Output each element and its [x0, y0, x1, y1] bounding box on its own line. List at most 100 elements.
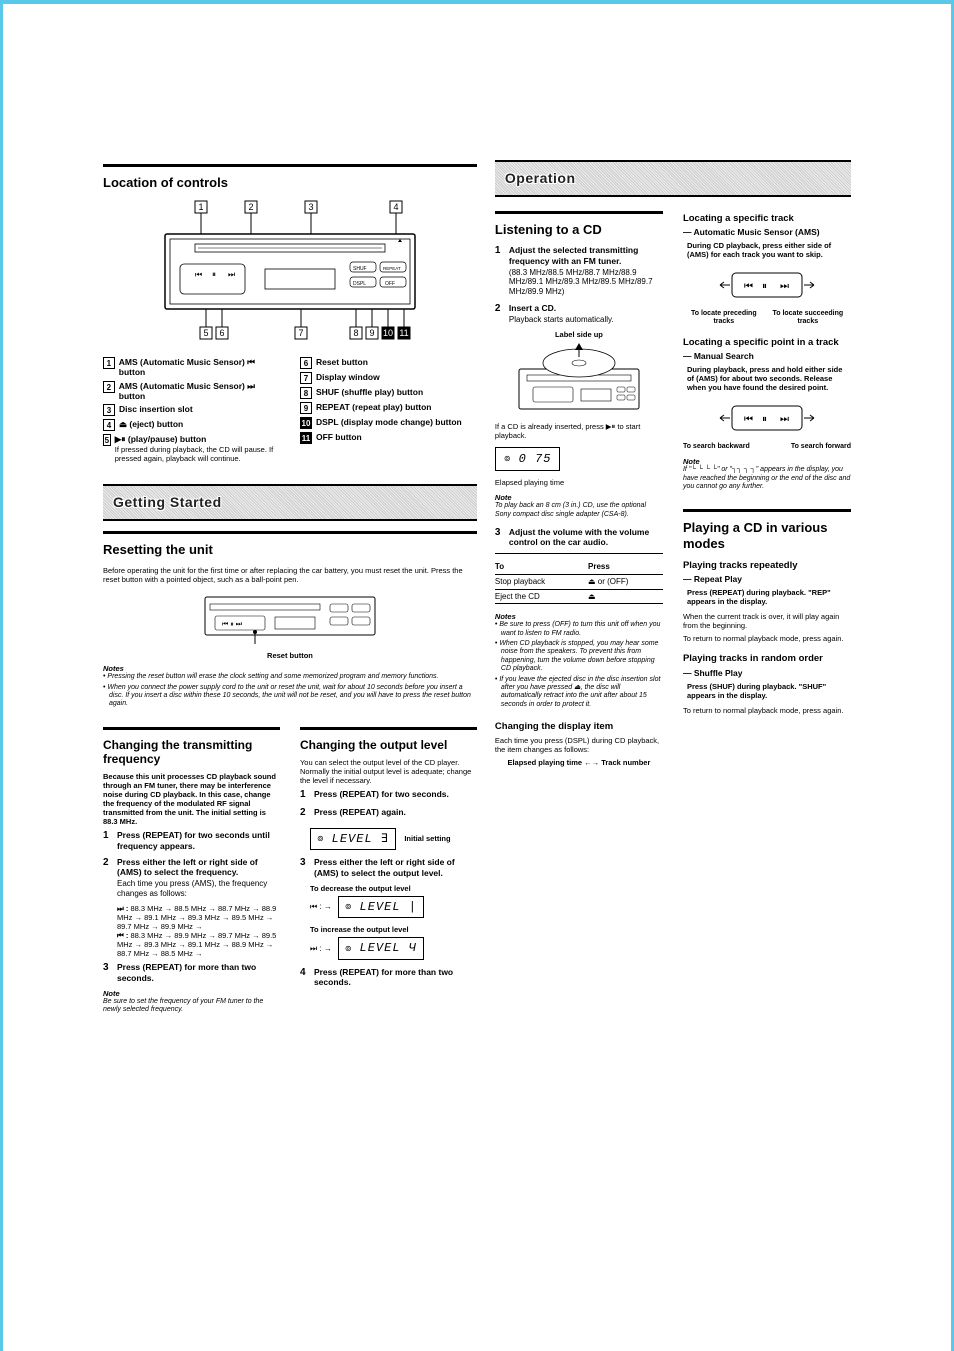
right-two-col: Listening to a CD 1Adjust the selected t… [495, 207, 851, 767]
svg-text:⏸: ⏸ [212, 270, 216, 279]
operation-band: Operation [495, 160, 851, 197]
reset-diagram: ⏮ ⏸ ⏭ Reset button [103, 592, 477, 661]
listen-step-3: Adjust the volume with the volume contro… [509, 527, 663, 547]
search-cap-left: To search backward [683, 443, 750, 451]
display-item-heading: Changing the display item [495, 721, 663, 732]
disc-icon: ⊚ [345, 944, 352, 954]
page-container: Location of controls 1 2 3 4 [0, 0, 954, 1351]
next-icon: ⏭ : → [310, 944, 332, 954]
disc-icon: ⊚ [345, 902, 352, 912]
level-hi: LEVEL ∃ [332, 832, 389, 846]
elapsed-caption: Elapsed playing time [495, 478, 663, 487]
prev-icon: ⏮ : → [310, 902, 332, 912]
reset-note-1: When you connect the power supply cord t… [109, 684, 477, 709]
ctrl-4: ⏏ (eject) button [119, 419, 183, 429]
ctrl-11: OFF button [316, 432, 362, 442]
listen-note-label: Note [495, 493, 663, 502]
ctrl-8: SHUF (shuffle play) button [316, 387, 423, 397]
ctrl-10: DSPL (display mode change) button [316, 417, 462, 427]
point-note-label: Note [683, 457, 851, 466]
svg-text:⏮: ⏮ [744, 281, 753, 292]
display-item-body: Each time you press (DSPL) during CD pla… [495, 736, 663, 754]
inc-label: To increase the output level [310, 925, 477, 934]
tbl-r0c1: ⏏ or (OFF) [588, 575, 663, 590]
svg-text:DSPL: DSPL [353, 281, 366, 287]
freq-note-label: Note [103, 989, 280, 998]
repeat-heading: Playing tracks repeatedly [683, 560, 851, 571]
tbl-col-to: To [495, 560, 588, 574]
svg-text:⏭: ⏭ [780, 414, 789, 425]
locating-cap-right: To locate succeeding tracks [765, 310, 851, 327]
reset-note-0: Pressing the reset button will erase the… [109, 673, 477, 681]
freq-step-3: Press (REPEAT) for more than two seconds… [117, 962, 280, 982]
disc-icon: ⊚ [317, 834, 324, 844]
lcd-elapsed: 0 75 [519, 452, 552, 466]
bottom-two-col: Changing the transmitting frequency Beca… [103, 723, 477, 1015]
resetting-heading: Resetting the unit [103, 542, 477, 558]
level-initial-row: ⊚ LEVEL ∃ Initial setting [310, 825, 477, 853]
fwd-label: ⏭ : [117, 904, 128, 913]
svg-text:OFF: OFF [385, 281, 395, 287]
tbl-r1c0: Eject the CD [495, 589, 588, 604]
svg-text:⏸: ⏸ [762, 281, 767, 292]
listen-notes: Be sure to press (OFF) to turn this unit… [495, 621, 663, 709]
fwd-list: 88.3 MHz → 88.5 MHz → 88.7 MHz → 88.9 MH… [117, 904, 276, 931]
svg-text:1: 1 [198, 202, 203, 212]
ctrl-5: ▶⏸ (play/pause) button [115, 434, 207, 444]
modes-heading: Playing a CD in various modes [683, 520, 851, 551]
svg-text:5: 5 [203, 328, 208, 338]
dec-label: To decrease the output level [310, 884, 477, 893]
tbl-r0c0: Stop playback [495, 575, 588, 590]
ams-diagram: ⏮ ⏸ ⏭ To locate preceding tracks To loca… [683, 265, 851, 326]
ctrl-9: REPEAT (repeat play) button [316, 402, 432, 412]
right-block: Operation Listening to a CD 1Adjust the … [495, 160, 851, 1015]
cd-insert-diagram [495, 339, 663, 422]
svg-text:⏮: ⏮ [744, 414, 753, 425]
tbl-col-press: Press [588, 560, 663, 574]
level-step-4: Press (REPEAT) for more than two seconds… [314, 967, 477, 987]
svg-text:3: 3 [308, 202, 313, 212]
svg-text:8: 8 [353, 328, 358, 338]
ctrl-1: AMS (Automatic Music Sensor) ⏮ button [119, 357, 255, 377]
freq-body: Because this unit processes CD playback … [103, 772, 280, 826]
repeat-return: To return to normal playback mode, press… [683, 634, 851, 643]
level-body: You can select the output level of the C… [300, 758, 477, 785]
svg-text:6: 6 [219, 328, 224, 338]
getting-started-band: Getting Started [103, 484, 477, 521]
getting-started-title: Getting Started [113, 494, 222, 510]
repeat-body: Press (REPEAT) during playback. "REP" ap… [687, 588, 851, 606]
listen-step-1: Adjust the selected transmitting frequen… [509, 245, 638, 265]
operation-title: Operation [505, 170, 576, 186]
already-inserted: If a CD is already inserted, press ▶⏸ to… [495, 422, 663, 440]
listen-step-1-sub: (88.3 MHz/88.5 MHz/88.7 MHz/88.9 MHz/89.… [509, 268, 663, 297]
listen-note: To play back an 8 cm (3 in.) CD, use the… [495, 502, 663, 519]
repeat-after: When the current track is over, it will … [683, 612, 851, 630]
listening-heading: Listening to a CD [495, 222, 663, 238]
svg-text:SHUF: SHUF [353, 266, 367, 272]
resetting-body: Before operating the unit for the first … [103, 566, 477, 584]
locating-point-sub: — Manual Search [683, 351, 851, 361]
svg-text:2: 2 [248, 202, 253, 212]
top-border [3, 0, 951, 4]
freq-heading: Changing the transmitting frequency [103, 738, 280, 767]
reset-caption: Reset button [103, 651, 477, 660]
freq-note: Be sure to set the frequency of your FM … [103, 998, 280, 1015]
tbl-r1c1: ⏏ [588, 589, 663, 604]
svg-text:11: 11 [399, 328, 408, 338]
locating-modes-section: Locating a specific track — Automatic Mu… [683, 207, 851, 767]
initial-label: Initial setting [404, 834, 450, 843]
bwd-label: ⏮ : [117, 931, 128, 940]
point-note: If "└ └ └ └" or "┐┐ ┐ ┐" appears in the … [683, 466, 851, 491]
listening-section: Listening to a CD 1Adjust the selected t… [495, 207, 663, 767]
repeat-sub: — Repeat Play [683, 574, 851, 584]
shuffle-heading: Playing tracks in random order [683, 653, 851, 664]
listen-step-2-sub: Playback starts automatically. [509, 315, 614, 325]
svg-text:REPEAT: REPEAT [383, 266, 401, 271]
listen-note-1: When CD playback is stopped, you may hea… [501, 640, 663, 674]
shuffle-sub: — Shuffle Play [683, 668, 851, 678]
changing-freq-section: Changing the transmitting frequency Beca… [103, 723, 280, 1015]
locating-body: During CD playback, press either side of… [687, 241, 851, 259]
reset-notes: Pressing the reset button will erase the… [103, 673, 477, 709]
locating-cap-left: To locate preceding tracks [683, 310, 765, 327]
left-block: Location of controls 1 2 3 4 [103, 160, 477, 1015]
